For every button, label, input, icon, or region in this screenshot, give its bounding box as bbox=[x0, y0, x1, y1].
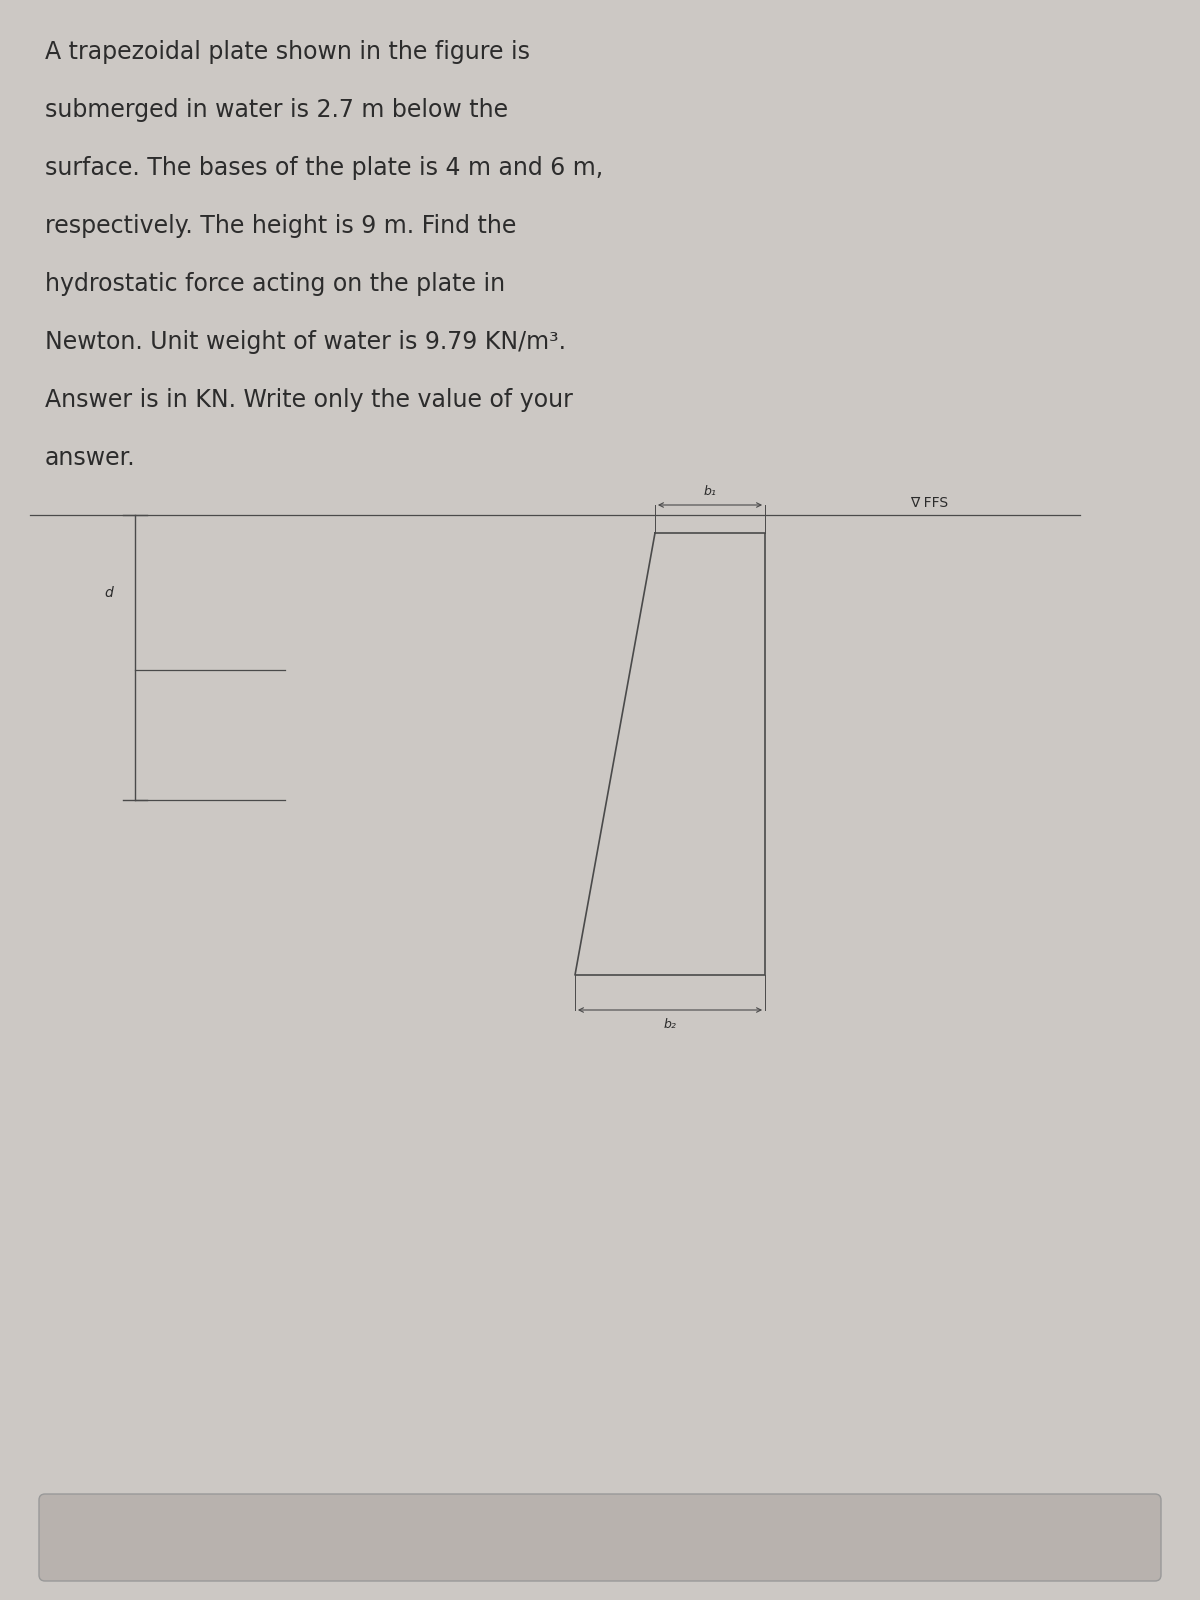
Text: answer.: answer. bbox=[46, 446, 136, 470]
Text: hydrostatic force acting on the plate in: hydrostatic force acting on the plate in bbox=[46, 272, 505, 296]
Text: surface. The bases of the plate is 4 m and 6 m,: surface. The bases of the plate is 4 m a… bbox=[46, 157, 604, 179]
Text: A trapezoidal plate shown in the figure is: A trapezoidal plate shown in the figure … bbox=[46, 40, 530, 64]
Text: ∇ FFS: ∇ FFS bbox=[910, 496, 948, 510]
Text: d: d bbox=[104, 586, 113, 600]
Text: b₂: b₂ bbox=[664, 1018, 677, 1030]
FancyBboxPatch shape bbox=[38, 1494, 1162, 1581]
Text: Answer is in KN. Write only the value of your: Answer is in KN. Write only the value of… bbox=[46, 387, 572, 411]
Text: submerged in water is 2.7 m below the: submerged in water is 2.7 m below the bbox=[46, 98, 508, 122]
Text: b₁: b₁ bbox=[703, 485, 716, 498]
Text: Newton. Unit weight of water is 9.79 KN/m³.: Newton. Unit weight of water is 9.79 KN/… bbox=[46, 330, 566, 354]
Text: respectively. The height is 9 m. Find the: respectively. The height is 9 m. Find th… bbox=[46, 214, 516, 238]
